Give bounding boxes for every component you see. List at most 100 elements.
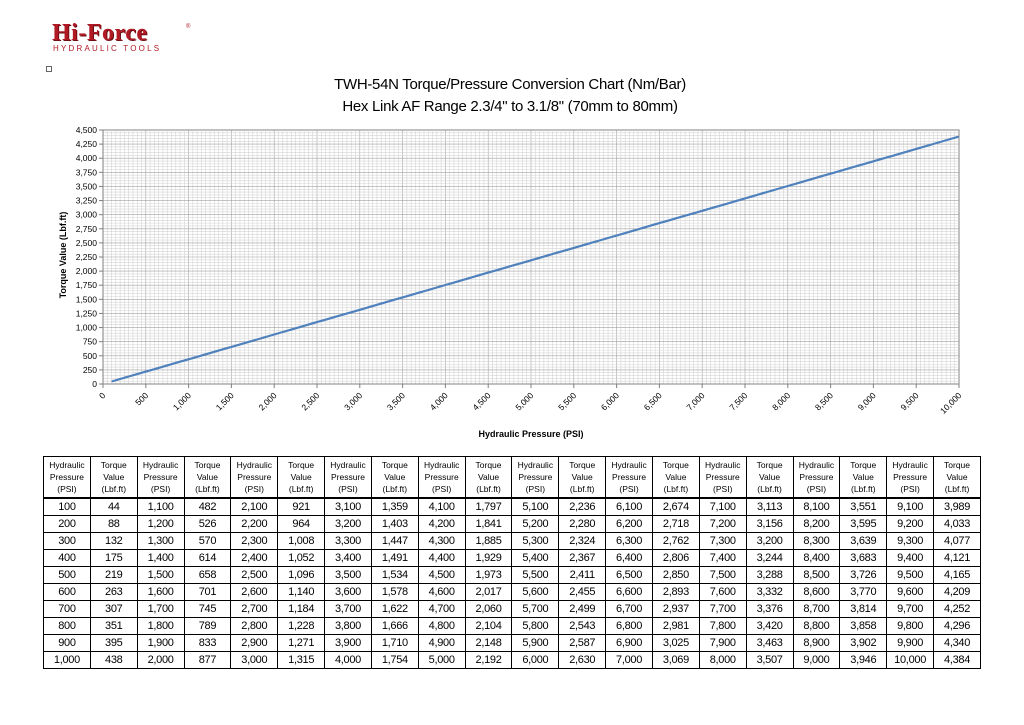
x-tick-label: 5,000 — [513, 390, 535, 412]
torque-cell: 2,850 — [651, 566, 700, 584]
pressure-cell: 1,400 — [136, 549, 185, 567]
header-line: (Lbf.ft) — [476, 484, 501, 494]
torque-cell: 3,069 — [651, 651, 700, 669]
torque-cell: 2,587 — [558, 634, 607, 652]
pressure-cell: 6,500 — [605, 566, 653, 584]
torque-cell: 4,340 — [933, 634, 981, 652]
y-axis-title: Torque Value (Lbf.ft) — [58, 212, 68, 299]
header-line: Torque — [850, 460, 877, 470]
pressure-cell: 9,700 — [886, 600, 935, 618]
y-tick-label: 2,500 — [76, 238, 98, 248]
pressure-cell: 3,000 — [230, 651, 279, 669]
hydraulic-pressure-header: Hydraulic Pressure (PSI) — [698, 456, 747, 498]
torque-cell: 3,551 — [839, 497, 888, 516]
pressure-cell: 8,300 — [792, 532, 841, 550]
table-row: 900 395 1,900 833 2,900 1,271 3,900 1,710 4,900 2… — [43, 634, 981, 652]
pressure-cell: 8,100 — [792, 497, 841, 516]
y-tick-label: 750 — [83, 337, 97, 347]
header-line: Torque — [944, 460, 971, 470]
torque-cell: 701 — [183, 583, 232, 601]
torque-cell: 3,156 — [745, 515, 794, 533]
pressure-cell: 6,900 — [605, 634, 653, 652]
header-line: (PSI) — [806, 484, 827, 494]
pressure-cell: 8,000 — [698, 651, 747, 669]
pressure-cell: 1,100 — [136, 497, 185, 516]
torque-cell: 2,674 — [651, 497, 700, 516]
y-tick-label: 4,500 — [76, 125, 98, 135]
pressure-cell: 2,400 — [230, 549, 279, 567]
header-line: (PSI) — [525, 484, 546, 494]
pressure-cell: 5,000 — [417, 651, 466, 669]
torque-cell: 2,937 — [651, 600, 700, 618]
x-tick-label: 7,000 — [684, 390, 706, 412]
pressure-cell: 5,800 — [511, 617, 560, 635]
torque-cell: 1,973 — [464, 566, 513, 584]
torque-cell: 3,376 — [745, 600, 794, 618]
torque-cell: 1,622 — [370, 600, 419, 618]
chart-title: TWH-54N Torque/Pressure Conversion Chart… — [334, 76, 686, 93]
torque-cell: 2,718 — [651, 515, 700, 533]
pressure-cell: 8,500 — [792, 566, 841, 584]
table-row: 200 88 1,200 526 2,200 964 3,200 1,403 4,200 1,84… — [43, 515, 981, 533]
pressure-cell: 1,300 — [136, 532, 185, 550]
torque-cell: 3,770 — [839, 583, 888, 601]
table-row: 600 263 1,600 701 2,600 1,140 3,600 1,578 4,600 2… — [43, 583, 981, 601]
header-line: Hydraulic — [517, 460, 554, 470]
brand-tagline: HYDRAULIC TOOLS — [53, 44, 162, 53]
pressure-cell: 8,800 — [792, 617, 841, 635]
pressure-cell: 2,200 — [230, 515, 279, 533]
torque-cell: 1,271 — [277, 634, 326, 652]
header-line: Torque — [756, 460, 783, 470]
torque-cell: 4,033 — [933, 515, 981, 533]
torque-cell: 2,543 — [558, 617, 607, 635]
torque-cell: 789 — [183, 617, 232, 635]
pressure-cell: 400 — [43, 549, 91, 567]
pressure-cell: 1,600 — [136, 583, 185, 601]
torque-cell: 4,252 — [933, 600, 981, 618]
header-line: Hydraulic — [142, 460, 179, 470]
header-line: Torque — [194, 460, 221, 470]
y-tick-label: 3,000 — [76, 210, 98, 220]
header-line: Value — [196, 472, 218, 482]
header-line: Value — [852, 472, 874, 482]
header-line: Torque — [662, 460, 689, 470]
torque-cell: 1,885 — [464, 532, 513, 550]
torque-cell: 526 — [183, 515, 232, 533]
torque-cell: 482 — [183, 497, 232, 516]
pressure-cell: 4,800 — [417, 617, 466, 635]
header-line: Pressure — [705, 472, 740, 482]
torque-value-header: Torque Value (Lbf.ft) — [183, 456, 232, 498]
torque-cell: 1,228 — [277, 617, 326, 635]
torque-cell: 1,096 — [277, 566, 326, 584]
pressure-cell: 3,800 — [324, 617, 372, 635]
conversion-table: Hydraulic Pressure (PSI) Torque Value (Lbf.ft… — [43, 456, 981, 669]
x-tick-label: 9,500 — [898, 390, 920, 412]
pressure-cell: 2,300 — [230, 532, 279, 550]
header-line: Pressure — [799, 472, 834, 482]
x-tick-label: 8,000 — [770, 390, 792, 412]
torque-cell: 3,858 — [839, 617, 888, 635]
torque-cell: 3,288 — [745, 566, 794, 584]
y-tick-label: 3,250 — [76, 196, 98, 206]
torque-cell: 3,814 — [839, 600, 888, 618]
pressure-cell: 7,000 — [605, 651, 653, 669]
header-line: Value — [103, 472, 125, 482]
pressure-cell: 7,200 — [698, 515, 747, 533]
hydraulic-pressure-header: Hydraulic Pressure (PSI) — [792, 456, 841, 498]
torque-value-header: Torque Value (Lbf.ft) — [745, 456, 794, 498]
header-line: (PSI) — [619, 484, 639, 494]
pressure-cell: 1,000 — [43, 651, 91, 669]
registered-mark: ® — [186, 24, 191, 30]
header-line: Torque — [100, 460, 127, 470]
pressure-cell: 5,100 — [511, 497, 560, 516]
header-line: Pressure — [424, 472, 459, 482]
torque-cell: 307 — [89, 600, 138, 618]
pressure-cell: 7,600 — [698, 583, 747, 601]
torque-cell: 1,052 — [277, 549, 326, 567]
torque-cell: 3,420 — [745, 617, 794, 635]
torque-cell: 1,315 — [277, 651, 326, 669]
hydraulic-pressure-header: Hydraulic Pressure (PSI) — [511, 456, 560, 498]
header-line: (Lbf.ft) — [944, 484, 970, 494]
x-tick-label: 4,500 — [470, 390, 492, 412]
table-row: 700 307 1,700 745 2,700 1,184 3,700 1,622 4,700 2… — [43, 600, 981, 618]
